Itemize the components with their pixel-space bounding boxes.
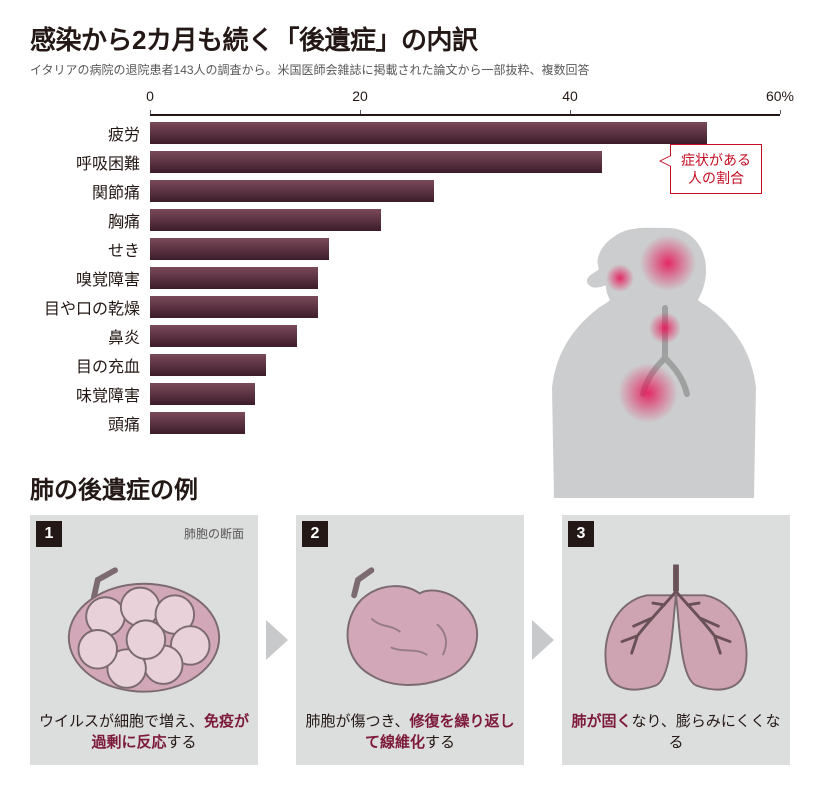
bar-row: 頭痛 [30, 408, 790, 437]
bar-label: 胸痛 [30, 208, 150, 232]
x-axis-tick: 60% [766, 88, 794, 104]
panel-illustration [304, 551, 516, 701]
panel-illustration [38, 551, 250, 701]
bar-label: 味覚障害 [30, 382, 150, 406]
panel-caption: 肺胞が傷つき、修復を繰り返して線維化する [296, 711, 524, 753]
bar-label: 目や口の乾燥 [30, 295, 150, 319]
lung-panel: 3 肺が固くなり、膨らみにくくなる [562, 515, 790, 765]
panel-number: 1 [36, 521, 62, 547]
bar-fill [150, 122, 707, 144]
callout-line2: 人の割合 [688, 170, 744, 186]
bar-row: 目や口の乾燥 [30, 292, 790, 321]
bar-row: 鼻炎 [30, 321, 790, 350]
bar-label: せき [30, 237, 150, 261]
bar-chart: 0204060% 疲労呼吸困難関節痛胸痛せき嗅覚障害目や口の乾燥鼻炎目の充血味覚… [30, 88, 790, 458]
bar-fill [150, 267, 318, 289]
infographic-root: 感染から2カ月も続く「後遺症」の内訳 イタリアの病院の退院患者143人の調査から… [0, 0, 820, 785]
bar-fill [150, 238, 329, 260]
x-axis-tick: 40 [562, 88, 578, 104]
bar-label: 呼吸困難 [30, 150, 150, 174]
bar-row: せき [30, 234, 790, 263]
callout-box: 症状がある 人の割合 [670, 144, 762, 194]
bar-row: 目の充血 [30, 350, 790, 379]
bar-label: 関節痛 [30, 179, 150, 203]
arrow-separator [266, 515, 288, 765]
panel-number: 3 [568, 521, 594, 547]
bar-row: 味覚障害 [30, 379, 790, 408]
lung-panel: 1 肺胞の断面 ウイルスが細胞で増え、免疫が過剰に反応する [30, 515, 258, 765]
bar-label: 疲労 [30, 121, 150, 145]
bar-fill [150, 180, 434, 202]
x-axis: 0204060% [150, 88, 780, 116]
bar-fill [150, 151, 602, 173]
callout-line1: 症状がある [681, 152, 751, 168]
bar-fill [150, 354, 266, 376]
panel-illustration [570, 551, 782, 701]
main-title: 感染から2カ月も続く「後遺症」の内訳 [30, 20, 790, 57]
panel-number: 2 [302, 521, 328, 547]
panel-note: 肺胞の断面 [184, 525, 244, 542]
bar-label: 鼻炎 [30, 324, 150, 348]
x-axis-tick: 0 [146, 88, 154, 104]
panel-caption: 肺が固くなり、膨らみにくくなる [562, 711, 790, 753]
bar-fill [150, 296, 318, 318]
bar-label: 目の充血 [30, 353, 150, 377]
x-axis-baseline [150, 114, 780, 116]
x-axis-tick: 20 [352, 88, 368, 104]
lung-section-title: 肺の後遺症の例 [30, 470, 790, 505]
lung-panel: 2 肺胞が傷つき、修復を繰り返して線維化する [296, 515, 524, 765]
bar-row: 疲労 [30, 118, 790, 147]
bar-label: 頭痛 [30, 411, 150, 435]
bar-fill [150, 412, 245, 434]
bar-label: 嗅覚障害 [30, 266, 150, 290]
bar-fill [150, 209, 381, 231]
bar-fill [150, 383, 255, 405]
bar-row: 嗅覚障害 [30, 263, 790, 292]
bar-row: 胸痛 [30, 205, 790, 234]
bar-fill [150, 325, 297, 347]
lung-panels: 1 肺胞の断面 ウイルスが細胞で増え、免疫が過剰に反応する 2 肺胞が傷つき、修復を… [30, 515, 790, 765]
main-subtitle: イタリアの病院の退院患者143人の調査から。米国医師会雑誌に掲載された論文から一… [30, 61, 790, 78]
panel-caption: ウイルスが細胞で増え、免疫が過剰に反応する [30, 711, 258, 753]
arrow-separator [532, 515, 554, 765]
